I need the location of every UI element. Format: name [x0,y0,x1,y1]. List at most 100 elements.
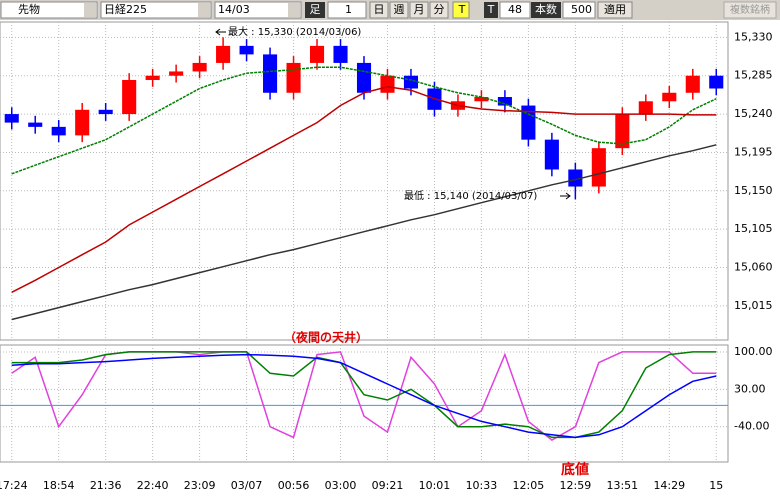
annotation-max: 最大 : 15,330 (2014/03/06) [228,25,361,38]
t-value: 48 [508,3,522,16]
count-value: 500 [571,3,592,16]
y-tick-label: 100.00 [734,345,773,358]
count-input[interactable] [562,1,596,19]
bar-count-input[interactable] [327,1,367,19]
x-tick-label: 23:09 [184,479,216,492]
annotation-bottom: 底値 [561,461,589,478]
x-tick-label: 18:54 [43,479,75,492]
candle-body [403,75,419,89]
series-line [11,351,717,439]
candle-body [51,126,66,136]
candle-body [474,97,489,102]
x-tick-label: 00:56 [278,479,310,492]
series-line [11,86,717,293]
candle-body [309,45,325,63]
period-selected[interactable] [452,1,470,19]
contract-select[interactable] [214,1,302,19]
index: 日経225 [104,3,147,16]
label-bg [305,2,325,18]
period: T [458,3,466,16]
x-tick-label: 17:24 [0,479,28,492]
period-button[interactable] [409,1,429,19]
period-button[interactable] [429,1,449,19]
x-tick-label: 12:05 [513,479,545,492]
x-tick-label: 12:59 [560,479,592,492]
y-tick-label: 15,330 [734,30,773,43]
y-tick-label: 15,105 [734,222,773,235]
y-tick-label: 30.00 [734,382,766,395]
candle-body [122,79,137,115]
candle-body [169,71,184,76]
market: 先物 [18,2,40,16]
candle-body [239,45,254,55]
candle-body [145,75,160,80]
x-tick-label: 22:40 [137,479,169,492]
candle-body [685,75,700,93]
t-input[interactable] [499,1,531,19]
y-tick-label: 15,285 [734,69,773,82]
y-tick-label: -40.00 [734,420,769,433]
dropdown-arrow[interactable] [198,3,210,17]
x-tick-label: 03/07 [231,479,263,492]
annotation-ceiling: （夜間の天井） [284,330,368,345]
candle-body [521,105,536,140]
x-tick-label: 14:29 [653,479,685,492]
y-tick-label: 15,240 [734,107,773,120]
multi: 複数銘柄 [730,3,770,16]
x-tick-label: 09:21 [372,479,404,492]
candle-body [709,75,724,89]
y-tick-label: 15,015 [734,299,773,312]
period: 分 [434,3,445,16]
candle-body [544,139,559,170]
candle-body [333,45,348,63]
dropdown-arrow[interactable] [288,3,300,17]
period-button[interactable] [369,1,389,19]
candle-body [380,75,395,93]
market-select[interactable] [0,1,98,19]
candle-body [4,114,19,123]
candle-body [356,62,372,93]
bar-count: 1 [345,3,352,16]
multi-button[interactable] [723,1,777,19]
oscillator-panel [0,344,729,463]
y-tick-label: 15,060 [734,261,773,274]
index-select[interactable] [100,1,212,19]
x-tick-label: 13:51 [606,479,638,492]
x-tick-label: 10:01 [419,479,451,492]
price-panel [0,21,729,341]
candle-body [568,169,583,187]
period-button[interactable] [389,1,409,19]
t-label: T [487,3,495,16]
apply-button[interactable] [597,1,633,19]
candle-body [662,92,677,102]
series-line [11,66,717,175]
candle-body [28,122,43,127]
candle-body [263,54,278,93]
label-bg [484,2,498,18]
label-bg [531,2,561,18]
series-line [11,144,717,321]
candle-body [497,97,512,106]
candle-body [216,45,231,63]
period: 日 [374,3,385,16]
y-tick-label: 15,195 [734,145,773,158]
x-tick-label: 21:36 [90,479,122,492]
count-label: 本数 [535,2,557,16]
candle-body [286,62,301,93]
candle-body [638,101,653,115]
contract: 14/03 [218,3,250,16]
dropdown-arrow[interactable] [84,3,96,17]
x-tick-label: 03:00 [325,479,357,492]
candle-body [615,114,630,149]
candle-body [591,148,606,187]
arrow [560,192,571,200]
y-tick-label: 15,150 [734,184,773,197]
annotation-min: 最低 : 15,140 (2014/03/07) [404,189,537,202]
series-line [11,353,717,439]
bar-label: 足 [310,3,321,16]
period: 月 [414,3,425,16]
x-tick-label: 15 [709,479,723,492]
x-tick-label: 10:33 [466,479,498,492]
candle-body [98,109,113,115]
